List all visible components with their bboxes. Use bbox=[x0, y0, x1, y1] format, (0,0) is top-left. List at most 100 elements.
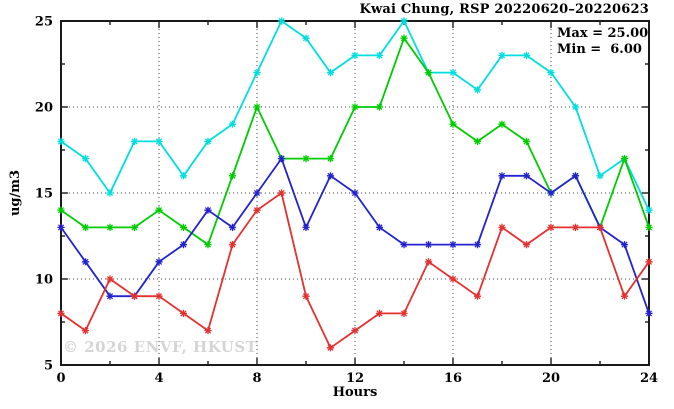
series-blue-marker bbox=[228, 223, 237, 231]
series-blue-marker bbox=[424, 241, 433, 249]
series-green-marker bbox=[375, 103, 384, 111]
series-blue-marker bbox=[106, 292, 114, 300]
series-cyan-marker bbox=[596, 172, 604, 180]
series-green-marker bbox=[179, 223, 188, 231]
series-red-marker bbox=[106, 275, 114, 283]
series-red-marker bbox=[522, 241, 531, 249]
series-blue-marker bbox=[620, 241, 629, 249]
series-green-marker bbox=[400, 34, 408, 42]
series-red-marker bbox=[228, 241, 237, 249]
series-green-marker bbox=[130, 223, 139, 231]
series-blue-marker bbox=[645, 309, 653, 317]
series-red-marker bbox=[57, 309, 65, 317]
series-red-marker bbox=[253, 206, 261, 214]
series-cyan-marker bbox=[130, 137, 139, 145]
series-cyan-marker bbox=[179, 172, 188, 180]
series-cyan-marker bbox=[253, 69, 261, 77]
series-cyan-marker bbox=[473, 86, 482, 94]
series-green-marker bbox=[522, 137, 531, 145]
series-cyan-marker bbox=[326, 69, 335, 77]
series-cyan-marker bbox=[375, 51, 384, 59]
series-blue-marker bbox=[473, 241, 482, 249]
series-cyan-marker bbox=[498, 51, 506, 59]
series-red-marker bbox=[375, 309, 384, 317]
series-cyan-marker bbox=[302, 34, 310, 42]
series-cyan-marker bbox=[228, 120, 237, 128]
y-tick-label: 25 bbox=[35, 15, 53, 30]
series-red-marker bbox=[620, 292, 629, 300]
series-green-marker bbox=[253, 103, 261, 111]
x-tick-label: 8 bbox=[252, 371, 261, 386]
series-red-marker bbox=[645, 258, 653, 266]
series-red-marker bbox=[302, 292, 310, 300]
series-green-marker bbox=[57, 206, 65, 214]
series-blue-marker bbox=[253, 189, 261, 197]
max-value-label: Max = 25.00 bbox=[557, 26, 649, 41]
x-tick-label: 24 bbox=[640, 371, 658, 386]
series-red-marker bbox=[179, 309, 188, 317]
series-blue-marker bbox=[449, 241, 457, 249]
series-green-marker bbox=[81, 223, 90, 231]
series-cyan-marker bbox=[155, 137, 163, 145]
series-green-marker bbox=[228, 172, 237, 180]
series-red-marker bbox=[596, 223, 604, 231]
series-red-marker bbox=[571, 223, 580, 231]
max-min-annotation: Max = 25.00 Min = 6.00 bbox=[557, 26, 648, 58]
series-blue-marker bbox=[375, 223, 384, 231]
y-tick-label: 20 bbox=[35, 101, 53, 116]
series-red-marker bbox=[204, 327, 212, 335]
series-red-marker bbox=[449, 275, 457, 283]
series-blue-marker bbox=[277, 155, 286, 163]
series-cyan-marker bbox=[351, 51, 359, 59]
series-cyan-marker bbox=[571, 103, 580, 111]
series-blue-marker bbox=[498, 172, 506, 180]
series-cyan-marker bbox=[57, 137, 65, 145]
x-tick-label: 0 bbox=[56, 371, 65, 386]
series-green-marker bbox=[106, 223, 114, 231]
series-blue-marker bbox=[326, 172, 335, 180]
series-green-marker bbox=[449, 120, 457, 128]
series-blue-marker bbox=[400, 241, 408, 249]
series-blue-marker bbox=[547, 189, 555, 197]
series-blue-marker bbox=[57, 223, 65, 231]
series-blue-marker bbox=[571, 172, 580, 180]
series-red-marker bbox=[155, 292, 163, 300]
series-green-marker bbox=[204, 241, 212, 249]
series-red-marker bbox=[277, 189, 286, 197]
x-tick-label: 4 bbox=[154, 371, 163, 386]
series-cyan-marker bbox=[547, 69, 555, 77]
series-green-marker bbox=[302, 155, 310, 163]
series-red-marker bbox=[498, 223, 506, 231]
y-tick-label: 10 bbox=[35, 273, 53, 288]
series-blue-marker bbox=[522, 172, 531, 180]
series-red-marker bbox=[351, 327, 359, 335]
y-tick-label: 5 bbox=[44, 359, 53, 374]
x-tick-label: 20 bbox=[542, 371, 560, 386]
series-cyan-marker bbox=[106, 189, 114, 197]
series-blue-marker bbox=[179, 241, 188, 249]
series-red-marker bbox=[81, 327, 90, 335]
y-tick-label: 15 bbox=[35, 187, 53, 202]
series-cyan-marker bbox=[449, 69, 457, 77]
x-axis-label: Hours bbox=[332, 385, 378, 400]
series-blue-marker bbox=[351, 189, 359, 197]
chart-title: Kwai Chung, RSP 20220620–20220623 bbox=[359, 2, 649, 17]
series-red-marker bbox=[130, 292, 139, 300]
series-green-marker bbox=[424, 69, 433, 77]
series-cyan-marker bbox=[81, 155, 90, 163]
series-blue-marker bbox=[302, 223, 310, 231]
series-red-marker bbox=[547, 223, 555, 231]
min-value-label: Min = 6.00 bbox=[557, 42, 642, 57]
series-blue-marker bbox=[204, 206, 212, 214]
series-cyan-marker bbox=[645, 206, 653, 214]
series-red-marker bbox=[473, 292, 482, 300]
x-tick-label: 16 bbox=[444, 371, 462, 386]
series-green-marker bbox=[326, 155, 335, 163]
series-green-marker bbox=[473, 137, 482, 145]
series-green-marker bbox=[498, 120, 506, 128]
series-green-marker bbox=[155, 206, 163, 214]
series-blue-marker bbox=[155, 258, 163, 266]
series-red-marker bbox=[326, 344, 335, 352]
series-red-marker bbox=[400, 309, 408, 317]
